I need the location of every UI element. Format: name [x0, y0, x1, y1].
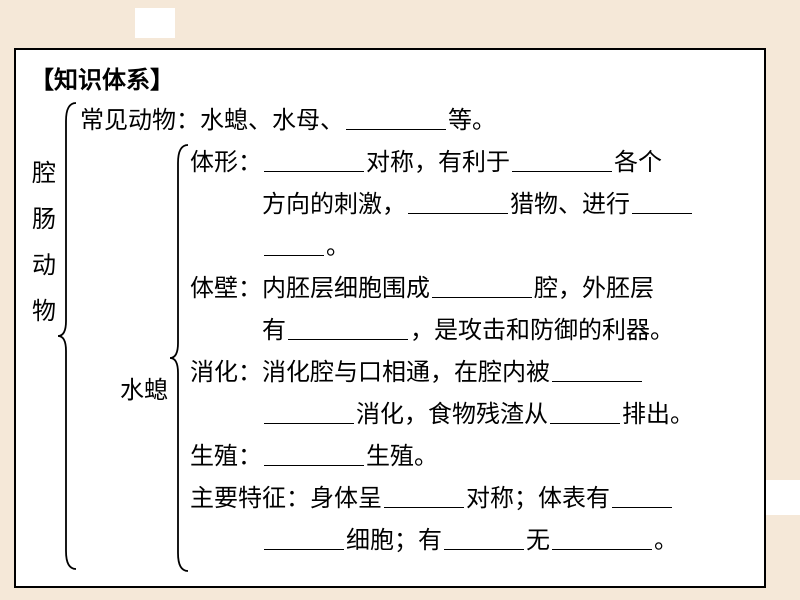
- text: 体壁：内胚层细胞围成: [190, 276, 430, 302]
- blank[interactable]: [264, 400, 354, 424]
- blank[interactable]: [264, 148, 364, 172]
- line-common-animals: 常见动物：水螅、水母、 等。: [80, 101, 496, 141]
- blank[interactable]: [264, 442, 364, 466]
- vlabel-char: 肠: [32, 207, 56, 233]
- text: 生殖。: [366, 444, 438, 470]
- blank[interactable]: [384, 484, 464, 508]
- text: ，是攻击和防御的利器。: [410, 318, 674, 344]
- vlabel-char: 腔: [32, 161, 56, 187]
- blank[interactable]: [444, 526, 524, 550]
- text: 常见动物：水螅、水母、: [80, 108, 344, 134]
- text: 方向的刺激，: [262, 192, 406, 218]
- blank[interactable]: [432, 274, 532, 298]
- text: 主要特征：身体呈: [190, 486, 382, 512]
- blank[interactable]: [264, 232, 324, 256]
- text: 。: [654, 528, 678, 554]
- line-features-cont: 细胞；有 无 。: [262, 521, 678, 561]
- content-area: 腔 肠 动 物 水螅 常见动物：水螅、水母、 等。 体形： 对称，有利于 各个 方向的…: [30, 101, 750, 581]
- text: 。: [326, 234, 350, 260]
- vertical-label-main: 腔 肠 动 物: [30, 151, 58, 335]
- brace-main: [56, 101, 78, 571]
- text: 消化：消化腔与口相通，在腔内被: [190, 360, 550, 386]
- text: 细胞；有: [346, 528, 442, 554]
- blank[interactable]: [550, 400, 620, 424]
- blank[interactable]: [512, 148, 612, 172]
- brace-sub: [168, 143, 190, 573]
- blank[interactable]: [264, 526, 344, 550]
- vlabel-char: 物: [32, 299, 56, 325]
- text: 有: [262, 318, 286, 344]
- blank[interactable]: [346, 106, 446, 130]
- text: 无: [526, 528, 550, 554]
- blank[interactable]: [408, 190, 508, 214]
- line-wall: 体壁：内胚层细胞围成 腔，外胚层: [190, 269, 654, 309]
- text: 等。: [448, 108, 496, 134]
- vlabel-char: 动: [32, 253, 56, 279]
- text: 消化，食物残渣从: [356, 402, 548, 428]
- line-reproduction: 生殖： 生殖。: [190, 437, 438, 477]
- text: 对称，有利于: [366, 150, 510, 176]
- line-shape-cont: 方向的刺激， 猎物、进行: [262, 185, 694, 225]
- blank[interactable]: [552, 358, 642, 382]
- blank[interactable]: [552, 526, 652, 550]
- line-shape-end: 。: [262, 227, 350, 267]
- line-wall-cont: 有 ，是攻击和防御的利器。: [262, 311, 674, 351]
- content-frame: 【知识体系】 腔 肠 动 物 水螅 常见动物：水螅、水母、 等。 体形： 对称，有利…: [14, 48, 766, 588]
- text: 体形：: [190, 150, 262, 176]
- line-digestion-cont: 消化，食物残渣从 排出。: [262, 395, 694, 435]
- text: 生殖：: [190, 444, 262, 470]
- right-decoration: [765, 480, 800, 515]
- text: 猎物、进行: [510, 192, 630, 218]
- vertical-label-sub: 水螅: [120, 371, 176, 411]
- top-decoration: [135, 8, 175, 38]
- section-title: 【知识体系】: [30, 60, 750, 95]
- line-digestion: 消化：消化腔与口相通，在腔内被: [190, 353, 644, 393]
- line-features: 主要特征：身体呈 对称；体表有: [190, 479, 674, 519]
- text: 排出。: [622, 402, 694, 428]
- blank[interactable]: [632, 190, 692, 214]
- text: 对称；体表有: [466, 486, 610, 512]
- line-shape: 体形： 对称，有利于 各个: [190, 143, 662, 183]
- text: 腔，外胚层: [534, 276, 654, 302]
- blank[interactable]: [612, 484, 672, 508]
- text: 各个: [614, 150, 662, 176]
- blank[interactable]: [288, 316, 408, 340]
